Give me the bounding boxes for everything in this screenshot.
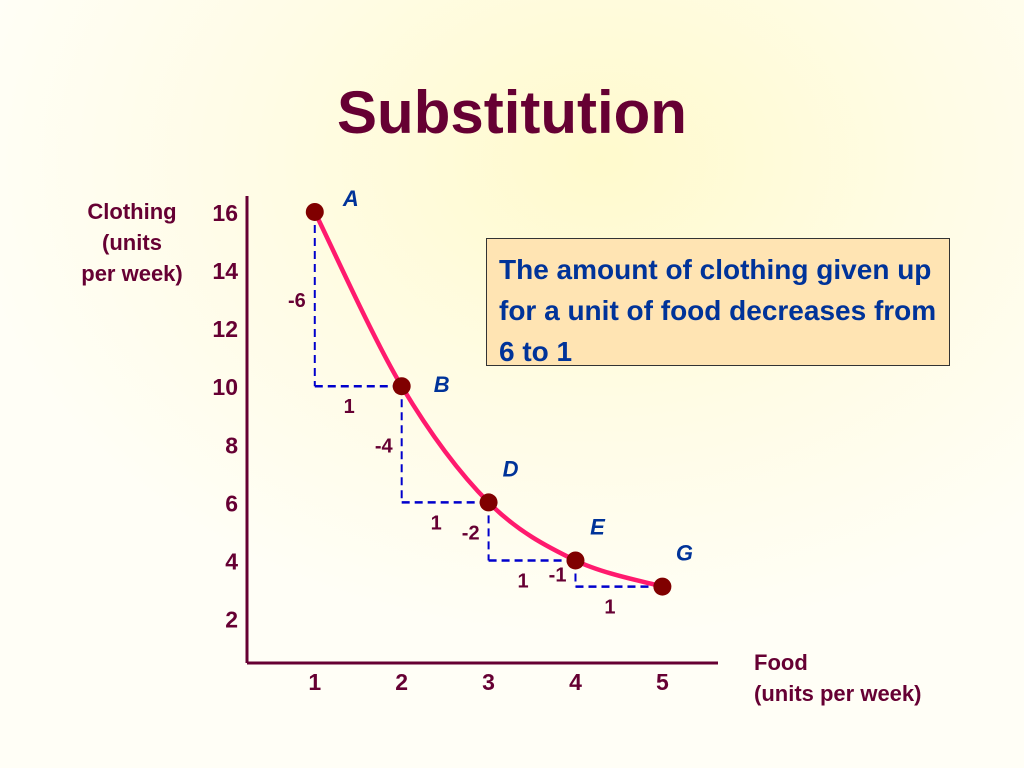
y-tick-label: 2 xyxy=(225,607,238,633)
x-axis-label: Food (units per week) xyxy=(754,647,921,709)
step-rise-label: -4 xyxy=(375,435,394,457)
y-axis-label: Clothing (units per week) xyxy=(62,196,202,289)
x-tick-label: 4 xyxy=(569,669,582,695)
chart-title: Substitution xyxy=(337,79,687,146)
y-tick-label: 6 xyxy=(225,490,238,516)
y-tick-label: 10 xyxy=(212,374,238,400)
annotation-box: The amount of clothing given up for a un… xyxy=(486,238,950,367)
point-label-e: E xyxy=(590,514,606,539)
step-run-label: 1 xyxy=(344,396,355,418)
y-tick-label: 16 xyxy=(212,200,238,226)
point-label-d: D xyxy=(503,456,519,481)
step-run-label: 1 xyxy=(431,512,442,534)
data-point-d xyxy=(479,493,498,512)
x-axis-label-line-1: Food xyxy=(754,650,808,675)
y-axis-label-line-2: (units xyxy=(102,230,162,255)
data-point-e xyxy=(566,551,585,570)
indifference-curve xyxy=(312,210,664,589)
data-point-a xyxy=(305,202,324,221)
step-run-label: 1 xyxy=(604,597,615,619)
x-tick-label: 5 xyxy=(656,669,669,695)
step-rise-label: -1 xyxy=(549,565,567,587)
step-rise-label: -2 xyxy=(462,522,480,544)
step-rise-label: -6 xyxy=(288,290,306,312)
x-tick-label: 2 xyxy=(395,669,408,695)
y-tick-label: 8 xyxy=(225,432,238,458)
x-tick-label: 3 xyxy=(482,669,495,695)
y-tick-label: 14 xyxy=(212,258,238,284)
point-label-g: G xyxy=(676,541,693,566)
data-point-g xyxy=(653,577,672,596)
step-run-label: 1 xyxy=(517,570,528,592)
y-tick-label: 4 xyxy=(225,548,238,574)
x-tick-label: 1 xyxy=(308,669,321,695)
x-axis-label-line-2: (units per week) xyxy=(754,681,922,706)
point-label-a: A xyxy=(342,186,359,211)
point-label-b: B xyxy=(434,372,450,397)
data-point-b xyxy=(392,377,411,396)
y-axis-label-line-3: per week) xyxy=(81,261,183,286)
y-tick-label: 12 xyxy=(212,316,238,342)
y-axis-label-line-1: Clothing xyxy=(87,199,177,224)
